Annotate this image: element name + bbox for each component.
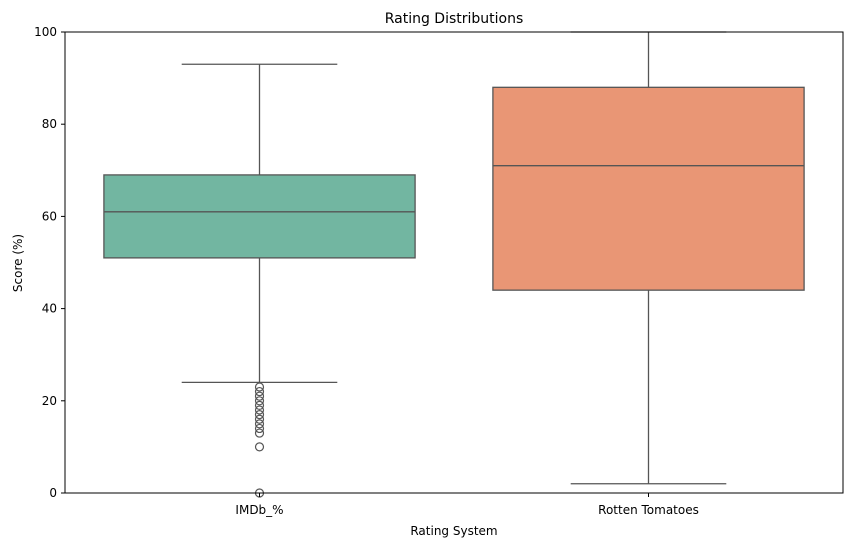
outlier-point	[254, 423, 265, 434]
y-tick-label: 60	[42, 209, 57, 223]
outlier-point	[254, 391, 265, 401]
outlier-point	[254, 410, 265, 420]
outlier-point	[254, 414, 265, 424]
outlier-point	[254, 405, 265, 415]
y-tick-label: 0	[49, 486, 57, 500]
outlier-point	[254, 428, 265, 438]
chart-title: Rating Distributions	[385, 11, 524, 27]
outlier-point	[254, 442, 265, 452]
y-axis-label: Score (%)	[11, 234, 25, 292]
box-iqr	[492, 86, 805, 291]
outlier-point	[254, 400, 265, 411]
plot-area	[103, 31, 805, 498]
outlier-point	[254, 396, 265, 406]
y-tick-label: 80	[42, 117, 57, 131]
y-tick-label: 100	[34, 25, 57, 39]
box-group	[492, 31, 805, 485]
y-tick-label: 40	[42, 302, 57, 316]
axes-frame	[64, 31, 844, 494]
x-tick-label: IMDb_%	[235, 503, 283, 517]
axis-ticks: 0 20 40 60 80 100 IMDb_% Rotten Tomatoes	[34, 25, 699, 517]
y-tick-label: 20	[42, 394, 57, 408]
outlier-point	[254, 419, 265, 429]
outlier-point	[254, 386, 265, 397]
outlier-point	[254, 382, 265, 392]
box-group	[103, 63, 416, 498]
x-axis-label: Rating System	[410, 524, 497, 538]
box-iqr	[103, 174, 416, 259]
x-tick-label: Rotten Tomatoes	[598, 503, 699, 517]
